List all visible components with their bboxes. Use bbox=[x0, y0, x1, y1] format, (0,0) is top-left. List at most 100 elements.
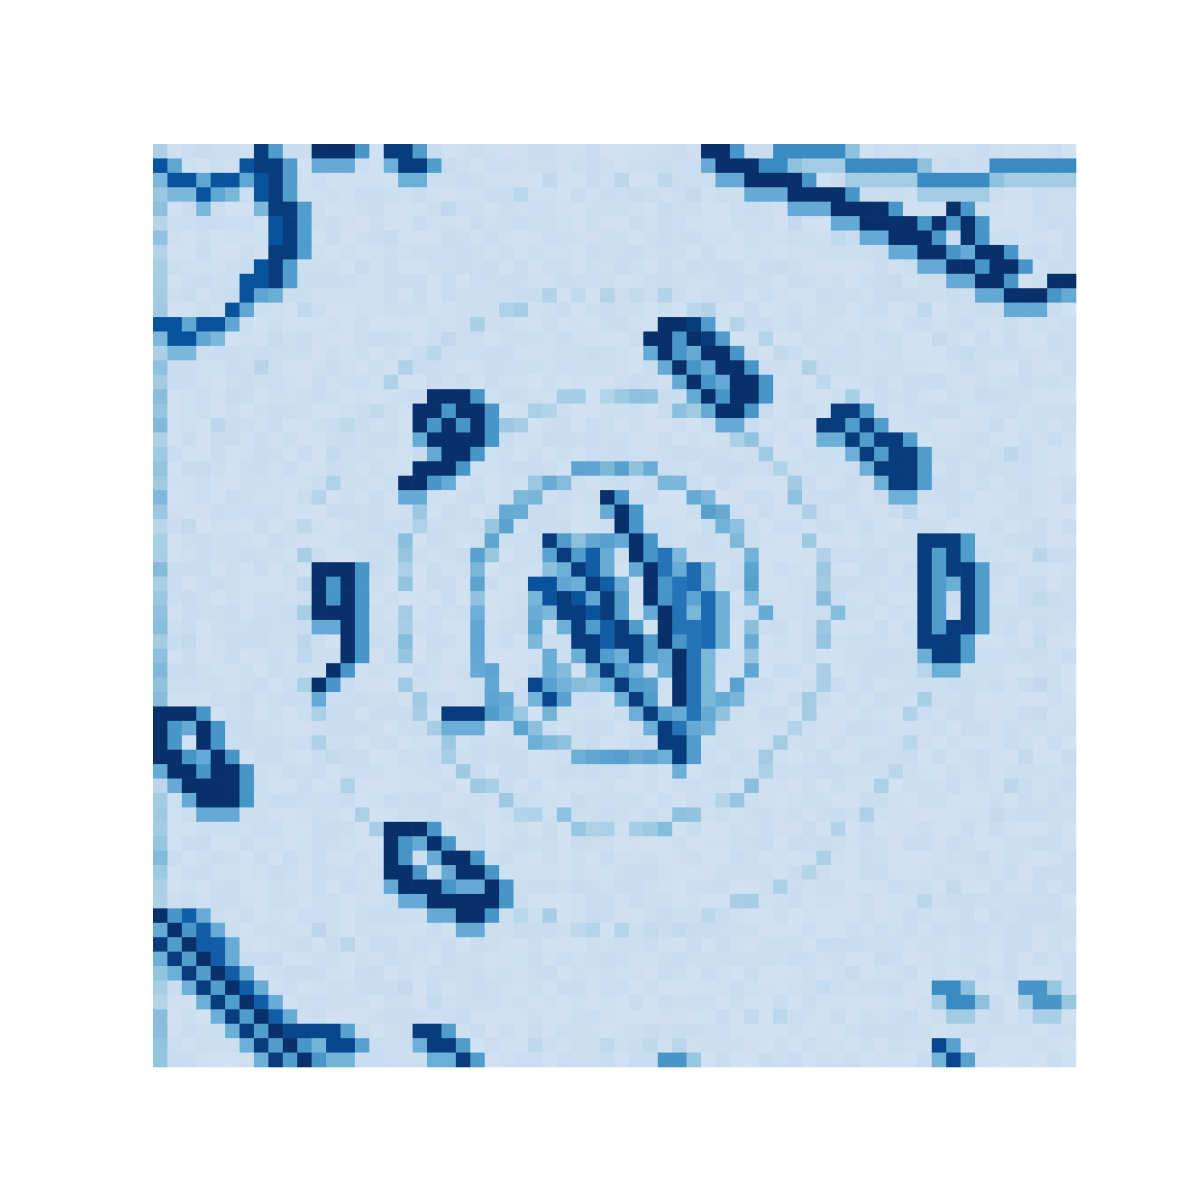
heatmap-cell bbox=[643, 591, 659, 606]
heatmap-cell bbox=[888, 966, 904, 981]
heatmap-cell bbox=[830, 172, 846, 188]
heatmap-cell bbox=[153, 547, 168, 563]
heatmap-cell bbox=[1061, 1052, 1077, 1068]
heatmap-cell bbox=[1032, 158, 1048, 174]
heatmap-cell bbox=[902, 749, 918, 765]
heatmap-cell bbox=[470, 172, 486, 188]
heatmap-cell bbox=[1003, 144, 1019, 159]
heatmap-cell bbox=[600, 490, 615, 505]
heatmap-cell bbox=[975, 201, 990, 217]
heatmap-cell bbox=[484, 619, 500, 635]
heatmap-cell bbox=[758, 518, 774, 534]
heatmap-cell bbox=[600, 475, 615, 491]
heatmap-cell bbox=[210, 490, 226, 505]
heatmap-cell bbox=[917, 576, 933, 592]
heatmap-cell bbox=[513, 172, 529, 188]
heatmap-cell bbox=[917, 749, 933, 765]
heatmap-cell bbox=[369, 908, 385, 924]
heatmap-cell bbox=[960, 533, 976, 549]
heatmap-cell bbox=[975, 591, 990, 606]
heatmap-cell bbox=[801, 403, 817, 419]
heatmap-cell bbox=[773, 1052, 788, 1068]
heatmap-cell bbox=[383, 418, 399, 433]
heatmap-cell bbox=[455, 490, 471, 505]
heatmap-cell bbox=[513, 331, 529, 347]
heatmap-cell bbox=[1047, 605, 1062, 621]
heatmap-cell bbox=[975, 677, 990, 693]
heatmap-cell bbox=[268, 317, 284, 332]
heatmap-cell bbox=[1047, 504, 1062, 520]
heatmap-cell bbox=[167, 331, 183, 347]
heatmap-cell bbox=[167, 317, 183, 332]
heatmap-cell bbox=[975, 576, 990, 592]
heatmap-cell bbox=[888, 403, 904, 419]
heatmap-cell bbox=[628, 244, 644, 260]
heatmap-cell bbox=[571, 317, 586, 332]
heatmap-cell bbox=[571, 273, 586, 289]
heatmap-cell bbox=[354, 937, 370, 952]
heatmap-cell bbox=[902, 951, 918, 967]
heatmap-cell bbox=[758, 244, 774, 260]
heatmap-cell bbox=[499, 922, 514, 938]
heatmap-cell bbox=[845, 547, 860, 563]
heatmap-cell bbox=[1018, 735, 1034, 751]
heatmap-cell bbox=[268, 1038, 284, 1053]
heatmap-cell bbox=[801, 288, 817, 303]
heatmap-cell bbox=[628, 418, 644, 433]
heatmap-cell bbox=[369, 663, 385, 678]
heatmap-cell bbox=[758, 187, 774, 202]
heatmap-cell bbox=[556, 418, 572, 433]
heatmap-cell bbox=[643, 288, 659, 303]
heatmap-cell bbox=[801, 216, 817, 231]
heatmap-cell bbox=[268, 951, 284, 967]
heatmap-cell bbox=[801, 187, 817, 202]
heatmap-cell bbox=[657, 216, 673, 231]
heatmap-cell bbox=[340, 576, 356, 592]
heatmap-cell bbox=[787, 562, 803, 577]
heatmap-cell bbox=[729, 389, 745, 404]
heatmap-cell bbox=[888, 418, 904, 433]
heatmap-cell bbox=[744, 216, 760, 231]
heatmap-cell bbox=[527, 562, 543, 577]
heatmap-cell bbox=[282, 922, 298, 938]
heatmap-cell bbox=[1061, 778, 1077, 794]
heatmap-cell bbox=[946, 446, 961, 462]
heatmap-cell bbox=[989, 490, 1005, 505]
heatmap-cell bbox=[398, 144, 413, 159]
heatmap-cell bbox=[830, 374, 846, 390]
heatmap-cell bbox=[859, 201, 875, 217]
heatmap-cell bbox=[989, 994, 1005, 1010]
heatmap-cell bbox=[340, 475, 356, 491]
heatmap-cell bbox=[657, 966, 673, 981]
heatmap-cell bbox=[931, 360, 947, 376]
heatmap-cell bbox=[801, 850, 817, 866]
heatmap-cell bbox=[744, 490, 760, 505]
heatmap-cell bbox=[600, 966, 615, 981]
heatmap-cell bbox=[326, 172, 341, 188]
heatmap-cell bbox=[600, 461, 615, 477]
heatmap-cell bbox=[614, 922, 630, 938]
heatmap-cell bbox=[311, 504, 327, 520]
heatmap-cell bbox=[729, 764, 745, 779]
heatmap-cell bbox=[1018, 1023, 1034, 1039]
heatmap-cell bbox=[282, 980, 298, 996]
heatmap-cell bbox=[513, 1023, 529, 1039]
heatmap-cell bbox=[513, 994, 529, 1010]
heatmap-cell bbox=[1003, 187, 1019, 202]
heatmap-cell bbox=[571, 288, 586, 303]
heatmap-cell bbox=[902, 706, 918, 722]
heatmap-cell bbox=[311, 951, 327, 967]
heatmap-cell bbox=[975, 1023, 990, 1039]
heatmap-cell bbox=[153, 735, 168, 751]
heatmap-cell bbox=[571, 490, 586, 505]
heatmap-cell bbox=[1003, 994, 1019, 1010]
heatmap-cell bbox=[902, 317, 918, 332]
heatmap-cell bbox=[1061, 244, 1077, 260]
heatmap-cell bbox=[701, 187, 716, 202]
heatmap-cell bbox=[1061, 302, 1077, 318]
heatmap-cell bbox=[181, 778, 197, 794]
heatmap-cell bbox=[859, 994, 875, 1010]
heatmap-cell bbox=[1018, 850, 1034, 866]
heatmap-cell bbox=[672, 821, 687, 837]
heatmap-cell bbox=[874, 966, 889, 981]
